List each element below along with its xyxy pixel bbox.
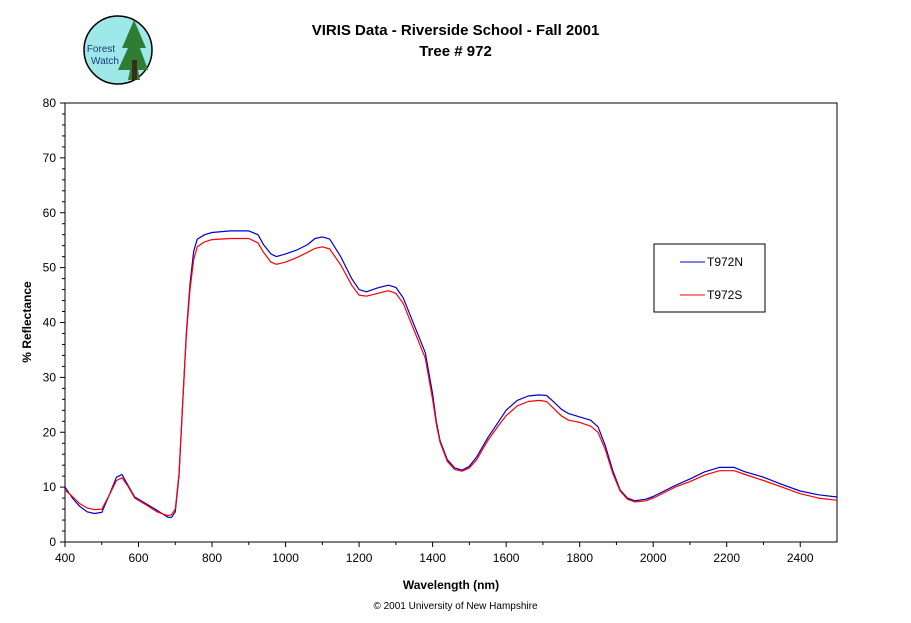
y-tick-label: 70 (43, 151, 57, 165)
legend: T972N T972S (653, 243, 766, 313)
x-tick-label: 600 (129, 551, 149, 565)
y-tick-label: 60 (43, 206, 57, 220)
legend-label-t972s: T972S (707, 288, 742, 302)
y-tick-label: 50 (43, 261, 57, 275)
logo-text-line2: Watch (91, 56, 119, 67)
x-tick-label: 800 (202, 551, 222, 565)
x-tick-label: 1200 (346, 551, 373, 565)
x-tick-label: 400 (55, 551, 75, 565)
y-tick-label: 40 (43, 316, 57, 330)
chart-title: VIRIS Data - Riverside School - Fall 200… (311, 22, 600, 39)
x-tick-label: 1800 (566, 551, 593, 565)
series-lines (64, 230, 838, 518)
logo-text-line1: Forest (87, 44, 116, 55)
y-tick-label: 0 (49, 535, 56, 549)
x-axis: 400 600 800 1000 1200 1400 1600 1800 2000 2200 240… (55, 542, 814, 565)
logo-tree (118, 20, 148, 80)
logo-tree-trunk (132, 60, 137, 80)
y-tick-label: 10 (43, 480, 57, 494)
x-tick-label: 1400 (419, 551, 446, 565)
y-tick-label: 30 (43, 370, 57, 384)
x-tick-label: 2400 (787, 551, 814, 565)
y-axis: 0 10 20 30 40 50 60 70 80 (43, 96, 65, 549)
forest-watch-logo: Forest Watch (83, 15, 153, 85)
copyright-footer: © 2001 University of New Hampshire (373, 601, 538, 612)
y-axis-label: % Reflectance (20, 281, 34, 363)
plot-area (64, 102, 838, 543)
x-tick-label: 2000 (640, 551, 667, 565)
legend-box (653, 243, 766, 313)
y-tick-label: 80 (43, 96, 57, 110)
x-tick-label: 2200 (713, 551, 740, 565)
x-axis-label: Wavelength (nm) (403, 578, 499, 592)
y-tick-label: 20 (43, 425, 57, 439)
x-tick-label: 1600 (493, 551, 520, 565)
series-line-t972s (64, 237, 838, 517)
chart-subtitle: Tree # 972 (419, 43, 492, 60)
series-line-t972n (64, 230, 838, 518)
x-tick-label: 1000 (272, 551, 299, 565)
legend-label-t972n: T972N (707, 255, 743, 269)
